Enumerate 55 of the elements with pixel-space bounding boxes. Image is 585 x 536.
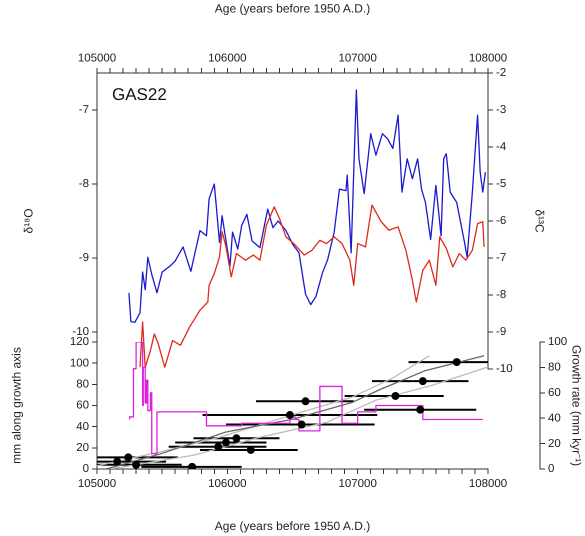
- y2-tick-label: 0: [548, 463, 554, 476]
- y2-tick-label: 40: [548, 412, 561, 424]
- y-tick-label: -8: [78, 178, 89, 190]
- y-tick-label: 20: [76, 442, 89, 454]
- y2-tick-label: -7: [496, 252, 506, 264]
- y-tick-label: -9: [78, 252, 89, 264]
- point: [124, 453, 132, 462]
- annotation: GAS22: [112, 85, 167, 104]
- point: [132, 460, 140, 469]
- y2-tick-label: -9: [496, 326, 506, 338]
- x-tick-label: 108000: [468, 52, 508, 64]
- x-axis-title: Age (years before 1950 A.D.): [214, 519, 370, 534]
- y-tick-label: 60: [76, 400, 89, 412]
- y2-axis-title: Growth rate (mm kyr⁻¹): [569, 344, 584, 466]
- point: [286, 411, 294, 420]
- point: [391, 392, 400, 400]
- y2-axis-title: δ¹³C: [532, 209, 546, 233]
- x-tick-label: 105000: [78, 52, 116, 64]
- point: [113, 458, 122, 466]
- y2-tick-label: -4: [496, 141, 507, 154]
- y2-tick-label: -6: [496, 215, 506, 228]
- y2-tick-label: -8: [496, 289, 506, 302]
- y-tick-label: 0: [82, 463, 89, 476]
- x-axis-title: Age (years before 1950 A.D.): [214, 2, 370, 16]
- y-tick-label: 120: [70, 336, 89, 348]
- y-tick-label: -7: [78, 104, 89, 116]
- y2-tick-label: -3: [496, 104, 506, 116]
- x-tick-label: 105000: [78, 478, 116, 490]
- x-tick-label: 107000: [338, 478, 377, 490]
- y-tick-label: 40: [76, 420, 89, 433]
- point: [232, 434, 240, 442]
- point: [188, 462, 196, 469]
- y2-tick-label: -5: [496, 178, 506, 190]
- x-tick-label: 106000: [208, 478, 247, 490]
- y-tick-label: 100: [70, 357, 89, 370]
- x-tick-label: 107000: [338, 52, 377, 64]
- point: [298, 420, 306, 429]
- y2-tick-label: 80: [548, 362, 561, 374]
- x-tick-label: 108000: [468, 478, 508, 490]
- point: [302, 397, 310, 406]
- point: [452, 358, 461, 366]
- y-tick-label: -10: [72, 326, 89, 338]
- y2-tick-label: -10: [496, 363, 513, 376]
- y-axis-title: δ¹⁸O: [22, 208, 36, 234]
- y2-tick-label: 20: [548, 438, 561, 450]
- y-axis-title: mm along growth axis: [10, 347, 24, 464]
- point: [214, 442, 222, 451]
- y-tick-label: 80: [76, 378, 89, 391]
- point: [416, 406, 424, 414]
- y2-tick-label: -2: [496, 67, 506, 80]
- y2-tick-label: 100: [548, 336, 568, 348]
- point: [222, 438, 230, 447]
- x-tick-label: 106000: [208, 52, 247, 64]
- y2-tick-label: 60: [548, 386, 561, 399]
- point: [418, 377, 427, 386]
